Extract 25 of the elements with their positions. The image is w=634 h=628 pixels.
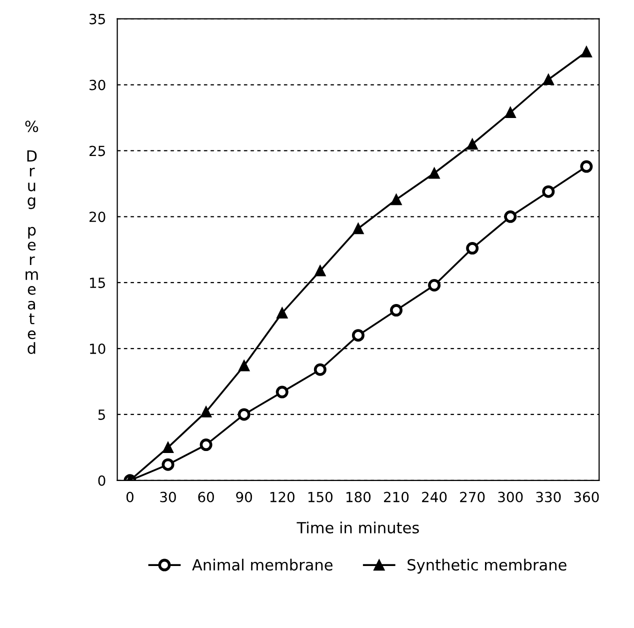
y-tick-label: 0: [98, 475, 106, 486]
text: % Drug permeated: [25, 120, 38, 354]
x-tick-label: 240: [422, 492, 447, 502]
x-tick-label: 360: [574, 492, 599, 502]
x-tick-label: 270: [460, 492, 485, 502]
x-tick-label: 330: [536, 492, 561, 502]
x-tick-label: 0: [126, 492, 134, 502]
x-tick-label: 180: [346, 492, 371, 502]
x-axis-title: Time in minutes: [296, 522, 419, 534]
x-tick-label: 210: [384, 492, 409, 502]
y-tick-label: 25: [90, 146, 105, 156]
y-tick-label: 10: [90, 344, 106, 354]
y-tick-label: 20: [90, 212, 106, 222]
x-tick-label: 60: [198, 492, 214, 502]
x-tick-label: 300: [498, 492, 523, 502]
y-tick-label: 15: [90, 278, 105, 288]
y-tick-label: 30: [90, 80, 106, 90]
x-tick-label: 120: [270, 492, 294, 502]
y-tick-label: 35: [90, 14, 105, 24]
x-tick-label: 150: [308, 492, 332, 502]
y-tick-label: 5: [98, 410, 105, 420]
legend-label: Synthetic membrane: [408, 558, 566, 574]
x-tick-label: 30: [160, 492, 176, 502]
x-tick-label: 90: [236, 492, 252, 502]
legend-label: Animal membrane: [192, 558, 332, 571]
